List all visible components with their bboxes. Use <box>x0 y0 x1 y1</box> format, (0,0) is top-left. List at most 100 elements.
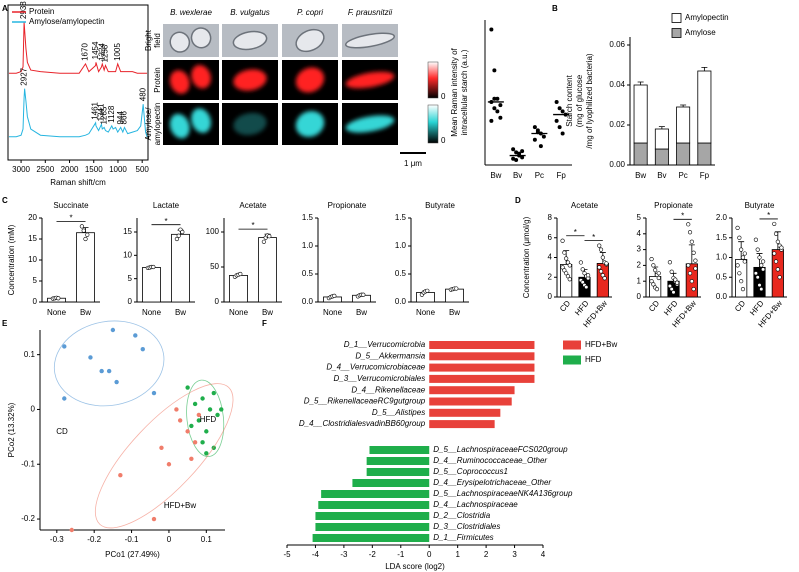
bar <box>352 479 430 487</box>
data-point <box>560 109 565 114</box>
data-point <box>602 276 607 281</box>
panel-label: F <box>262 319 267 328</box>
data-point <box>598 269 604 274</box>
panel-label: D <box>515 196 521 205</box>
data-point <box>83 236 88 242</box>
data-point <box>753 237 759 242</box>
data-point <box>261 239 267 244</box>
y-tick-label: 0 <box>548 292 553 301</box>
data-point <box>554 99 559 104</box>
legend-label: Amylopectin <box>685 13 729 22</box>
data-point <box>735 225 740 230</box>
data-point <box>81 228 86 233</box>
data-point <box>669 287 674 292</box>
bacterium <box>169 31 191 53</box>
data-point <box>140 346 145 352</box>
bar <box>429 386 515 395</box>
bar <box>76 232 95 303</box>
category-label: D_5__Coprococcus1 <box>433 467 508 476</box>
y-tick-label: 0 <box>128 297 133 306</box>
bar-segment <box>697 142 712 166</box>
category-label: D_5__Akkermansia <box>355 351 425 360</box>
category-label: D_1__Firmicutes <box>433 533 493 542</box>
confidence-ellipse <box>186 379 225 457</box>
data-point <box>99 368 104 374</box>
data-point <box>739 279 744 284</box>
data-point <box>740 255 746 260</box>
data-point <box>489 27 494 32</box>
y-tick-label: 0 <box>637 292 642 301</box>
legend-swatch <box>563 340 581 350</box>
row-label: Protein <box>153 67 162 92</box>
data-point <box>775 267 780 272</box>
data-point <box>361 292 366 297</box>
data-point <box>585 273 591 278</box>
bar <box>416 292 435 303</box>
y-tick-label: 0 <box>215 297 220 306</box>
data-point <box>649 256 654 262</box>
data-point <box>69 527 74 533</box>
x-tick-label: -0.1 <box>125 535 139 544</box>
data-point <box>753 271 759 276</box>
data-point <box>520 155 525 160</box>
legend-label: HFD+Bw <box>585 340 617 349</box>
chart-title: Propionate <box>654 201 693 210</box>
x-tick-label: 2000 <box>61 165 79 174</box>
panel-label: E <box>2 319 8 328</box>
row-label: Bright <box>144 29 153 51</box>
data-point <box>600 255 605 260</box>
x-tick-label: None <box>323 308 343 317</box>
data-point <box>739 247 744 252</box>
data-point <box>180 229 185 235</box>
y-tick-label: 0.0 <box>716 292 728 301</box>
data-point <box>651 282 656 287</box>
chart-title: Acetate <box>571 201 599 210</box>
data-point <box>185 429 190 434</box>
data-point <box>88 355 93 360</box>
bacterium <box>191 65 211 89</box>
data-point <box>737 271 742 276</box>
data-point <box>532 137 537 142</box>
data-point <box>651 263 656 268</box>
x-axis-label: Raman shift/cm <box>50 178 106 187</box>
data-point <box>772 251 777 256</box>
peak-label: 1285 <box>99 106 108 124</box>
y-tick-label: 0.06 <box>609 40 625 49</box>
legend-label: HFD <box>585 355 602 364</box>
data-point <box>174 236 179 242</box>
bar <box>429 408 501 417</box>
data-point <box>580 280 585 285</box>
significance-label: * <box>681 211 684 220</box>
error-bar <box>680 104 687 107</box>
group-label: CD <box>56 427 68 436</box>
error-bar <box>688 244 695 264</box>
bar <box>315 523 430 531</box>
spectrum-line <box>8 88 148 138</box>
panel-label: C <box>2 196 8 205</box>
data-point <box>693 266 698 271</box>
data-point <box>498 115 503 120</box>
data-point <box>541 134 546 139</box>
x-tick-label: CD <box>733 299 747 314</box>
x-tick-label: -3 <box>340 550 348 559</box>
row-label: Amylose/ <box>144 107 153 141</box>
data-point <box>62 396 67 401</box>
x-tick-label: -0.3 <box>50 535 64 544</box>
x-tick-label: Bv <box>513 171 522 180</box>
data-point <box>567 263 572 268</box>
y-tick-label: 2.0 <box>716 213 728 222</box>
x-tick-label: 500 <box>136 165 150 174</box>
data-point <box>495 96 500 101</box>
category-label: D_5__LachnospiraceaeNK4A136group <box>433 489 573 498</box>
category-label: D_5__RikenellaceaeRC9gutgroup <box>304 397 426 406</box>
data-point <box>219 407 224 412</box>
y-tick-label: 1.0 <box>395 241 407 250</box>
data-point <box>597 243 602 248</box>
data-point <box>689 279 694 284</box>
data-point <box>174 407 179 412</box>
data-point <box>775 239 780 244</box>
bar <box>229 274 248 303</box>
bar <box>258 237 277 303</box>
row-label: amylopectin <box>153 103 162 146</box>
data-point <box>687 230 693 235</box>
